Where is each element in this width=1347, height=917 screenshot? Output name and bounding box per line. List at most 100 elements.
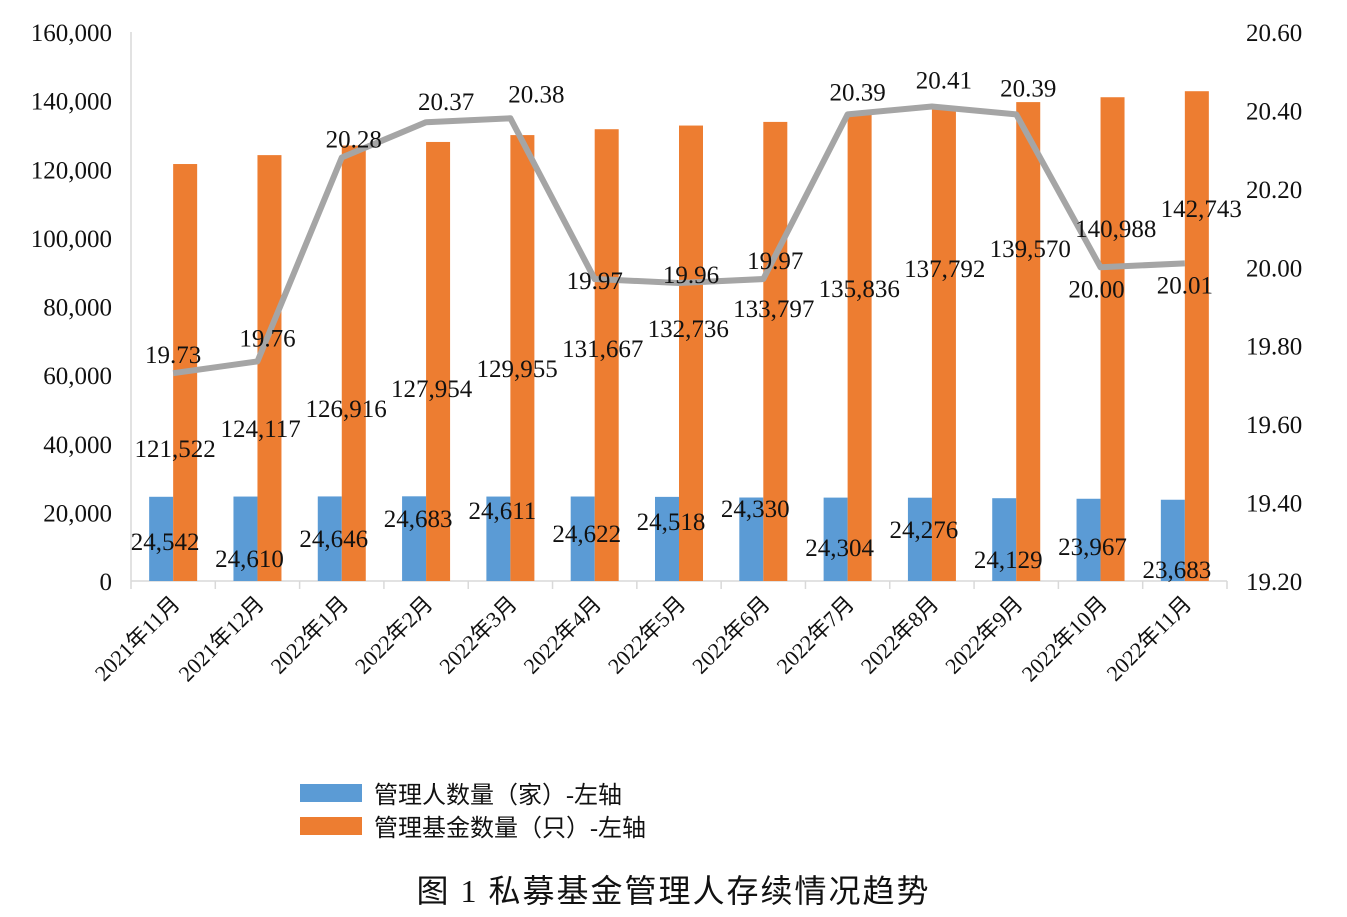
left-tick-label: 60,000	[43, 363, 112, 390]
bar-funds-label: 142,743	[1161, 196, 1242, 223]
right-tick-label: 19.20	[1246, 569, 1302, 596]
bar-managers-label: 24,330	[721, 496, 790, 523]
left-tick-label: 120,000	[31, 157, 112, 184]
x-tick-label: 2022年8月	[856, 591, 944, 679]
x-tick-label: 2022年5月	[603, 591, 691, 679]
bar-funds	[1100, 97, 1125, 581]
x-tick-label: 2022年6月	[687, 591, 775, 679]
legend-label: 管理基金数量（只）-左轴	[374, 816, 646, 842]
line-label: 19.97	[747, 248, 803, 275]
bar-funds	[1016, 102, 1041, 582]
line-label: 20.39	[829, 79, 885, 106]
x-tick-label: 2022年4月	[519, 591, 607, 679]
bar-funds-label: 132,736	[648, 316, 729, 343]
bar-managers-label: 24,622	[552, 521, 621, 548]
bar-funds-label: 133,797	[733, 296, 814, 323]
bar-managers	[823, 497, 848, 581]
x-tick-label: 2022年11月	[1101, 591, 1196, 686]
bar-managers-label: 23,967	[1058, 534, 1127, 561]
legend-swatch-blue	[300, 783, 362, 802]
bar-managers	[233, 496, 258, 581]
right-tick-label: 19.40	[1246, 491, 1302, 518]
bar-funds	[1184, 91, 1209, 582]
x-tick-label: 2022年7月	[771, 591, 859, 679]
line-label: 20.38	[508, 81, 564, 108]
x-tick-label: 2022年3月	[434, 591, 522, 679]
bar-funds-label: 126,916	[306, 396, 387, 423]
bar-managers-label: 24,610	[215, 546, 284, 573]
right-tick-label: 20.00	[1246, 255, 1302, 282]
bar-funds	[341, 145, 366, 581]
x-tick-label: 2022年10月	[1017, 591, 1112, 686]
bar-funds	[763, 121, 788, 581]
bar-managers	[907, 497, 932, 581]
bar-funds-label: 135,836	[819, 276, 900, 303]
left-tick-label: 40,000	[43, 432, 112, 459]
bar-managers-label: 24,611	[468, 498, 536, 525]
chart-title: 图 1 私募基金管理人存续情况趋势	[416, 873, 931, 909]
legend-label: 管理人数量（家）-左轴	[374, 783, 622, 809]
bar-funds-label: 140,988	[1075, 216, 1156, 243]
bar-funds	[510, 135, 535, 581]
bar-funds-label: 129,955	[477, 356, 558, 383]
bar-managers-label: 24,646	[299, 526, 368, 553]
bar-funds-label: 131,667	[562, 336, 643, 363]
bar-funds-label: 139,570	[990, 236, 1071, 263]
bar-managers	[1160, 499, 1185, 581]
left-tick-label: 80,000	[43, 295, 112, 322]
bar-funds-label: 121,522	[135, 436, 216, 463]
left-tick-label: 0	[100, 569, 113, 596]
line-label: 20.01	[1157, 272, 1213, 299]
bar-funds	[594, 129, 619, 582]
left-tick-label: 140,000	[31, 89, 112, 116]
bar-managers	[992, 498, 1017, 581]
x-tick-label: 2021年11月	[90, 591, 185, 686]
bar-managers-label: 23,683	[1142, 557, 1211, 584]
bar-managers	[149, 496, 174, 581]
right-tick-label: 19.80	[1246, 334, 1302, 361]
bar-funds	[426, 141, 451, 582]
left-tick-label: 20,000	[43, 500, 112, 527]
x-tick-label: 2022年9月	[940, 591, 1028, 679]
bar-funds	[679, 125, 703, 582]
x-tick-label: 2021年12月	[174, 591, 269, 686]
right-tick-label: 19.60	[1246, 412, 1302, 439]
bar-managers	[570, 496, 595, 581]
line-label: 20.00	[1068, 276, 1124, 303]
bar-managers	[486, 496, 511, 581]
bar-managers-label: 24,129	[974, 547, 1043, 574]
right-tick-label: 20.40	[1246, 98, 1302, 125]
line-label: 19.97	[567, 268, 623, 295]
legend-item-managers: 管理人数量（家）-左轴	[300, 776, 646, 809]
bar-managers	[402, 496, 427, 581]
left-tick-label: 100,000	[31, 226, 112, 253]
legend-swatch-orange	[300, 816, 362, 835]
bar-managers	[317, 496, 342, 581]
bar-funds-label: 127,954	[391, 376, 473, 403]
bar-funds-label: 124,117	[220, 416, 300, 443]
line-label: 19.96	[663, 262, 719, 289]
bar-managers	[655, 496, 679, 581]
bar-funds	[257, 155, 282, 582]
line-label: 20.39	[1000, 75, 1056, 102]
line-label: 20.37	[418, 89, 474, 116]
line-label: 19.76	[239, 325, 295, 352]
bar-funds	[847, 114, 872, 582]
x-tick-label: 2022年2月	[350, 591, 438, 679]
chart: 0 20,000 40,000 60,000 80,000 100,000 120,000 1…	[31, 20, 1303, 686]
line-label: 20.41	[916, 68, 972, 95]
line-label: 19.73	[145, 342, 201, 369]
right-tick-label: 20.60	[1246, 20, 1302, 47]
bar-funds-label: 137,792	[904, 256, 985, 283]
bar-managers-label: 24,542	[131, 529, 200, 556]
bar-funds	[931, 108, 956, 581]
x-tick-label: 2022年1月	[266, 591, 354, 679]
bar-managers-label: 24,683	[384, 506, 453, 533]
bar-managers-label: 24,276	[890, 517, 959, 544]
bar-managers	[1076, 498, 1101, 581]
legend-item-funds: 管理基金数量（只）-左轴	[300, 809, 646, 842]
left-tick-label: 160,000	[31, 20, 112, 47]
legend: 管理人数量（家）-左轴 管理基金数量（只）-左轴	[300, 776, 646, 842]
bar-managers	[739, 497, 764, 581]
line-label: 20.28	[326, 126, 382, 153]
